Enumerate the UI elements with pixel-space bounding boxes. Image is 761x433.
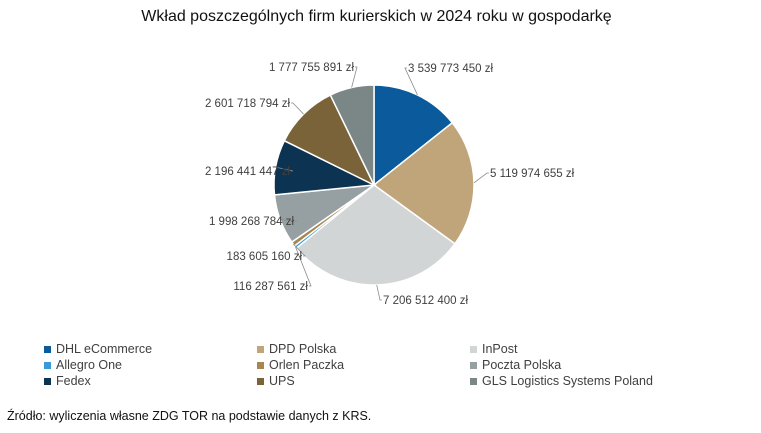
data-label: 116 287 561 zł <box>233 281 308 293</box>
legend-item: Poczta Polska <box>470 357 561 373</box>
legend-swatch-icon <box>44 377 51 385</box>
legend-row: DHL eCommerce DPD Polska InPost <box>44 341 724 357</box>
pie-slice-dhl-ecommerce <box>373 84 454 187</box>
pie-chart: 3 539 773 450 zł 5 119 974 655 zł 7 206 51… <box>205 62 575 307</box>
pie-slice-inpost <box>295 184 456 286</box>
legend-swatch-icon <box>257 361 264 369</box>
legend-item: GLS Logistics Systems Poland <box>470 373 653 389</box>
legend-item: DPD Polska <box>257 341 470 357</box>
legend-item: UPS <box>257 373 470 389</box>
legend-label: GLS Logistics Systems Poland <box>482 374 653 388</box>
legend: DHL eCommerce DPD Polska InPost Allegro One… <box>44 341 724 389</box>
data-label: 2 196 441 447 zł <box>205 166 290 178</box>
legend-item: Orlen Paczka <box>257 357 470 373</box>
data-label: 7 206 512 400 zł <box>383 295 468 307</box>
legend-label: DPD Polska <box>269 342 337 356</box>
data-label: 1 998 268 784 zł <box>209 216 294 228</box>
legend-swatch-icon <box>257 345 264 353</box>
legend-swatch-icon <box>470 361 477 369</box>
source-note: Źródło: wyliczenia własne ZDG TOR na pod… <box>7 409 372 423</box>
pie-slices <box>273 84 475 286</box>
legend-item: Fedex <box>44 373 257 389</box>
data-label: 5 119 974 655 zł <box>490 168 575 180</box>
legend-label: Fedex <box>56 374 91 388</box>
data-label: 183 605 160 zł <box>227 251 303 263</box>
legend-swatch-icon <box>44 345 51 353</box>
data-label: 1 777 755 891 zł <box>269 62 354 74</box>
legend-label: DHL eCommerce <box>56 342 153 356</box>
legend-label: Orlen Paczka <box>269 358 345 372</box>
legend-row: Fedex UPS GLS Logistics Systems Poland <box>44 373 724 389</box>
legend-swatch-icon <box>257 377 264 385</box>
leader-lines <box>275 66 489 301</box>
legend-label: Poczta Polska <box>482 358 562 372</box>
legend-label: UPS <box>269 374 295 388</box>
data-labels: 3 539 773 450 zł 5 119 974 655 zł 7 206 51… <box>205 62 575 307</box>
chart-title-text: Wkład poszczególnych firm kurierskich w … <box>141 8 612 25</box>
data-label: 2 601 718 794 zł <box>205 98 290 110</box>
legend-label: Allegro One <box>56 358 123 372</box>
legend-item: Allegro One <box>44 357 257 373</box>
legend-swatch-icon <box>44 361 51 369</box>
legend-item: InPost <box>470 341 517 357</box>
legend-row: Allegro One Orlen Paczka Poczta Polska <box>44 357 724 373</box>
legend-swatch-icon <box>470 377 477 385</box>
legend-label: InPost <box>482 342 518 356</box>
legend-swatch-icon <box>470 345 477 353</box>
chart-title: Wkład poszczególnych firm kurierskich w … <box>0 8 761 26</box>
legend-item: DHL eCommerce <box>44 341 257 357</box>
data-label: 3 539 773 450 zł <box>408 63 493 75</box>
pie-slice-dpd-polska <box>372 121 475 245</box>
